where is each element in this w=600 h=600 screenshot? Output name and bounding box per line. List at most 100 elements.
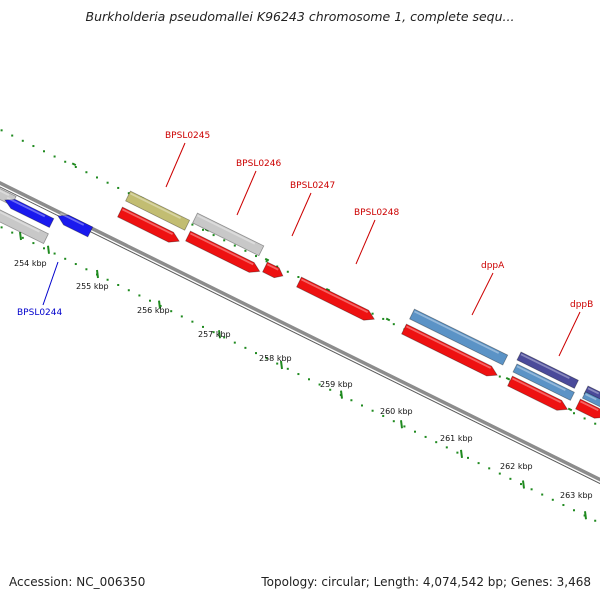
ruler-dot-inner — [286, 367, 289, 370]
gene-label-bpsl0245[interactable]: BPSL0245 — [165, 131, 210, 141]
gene-label-bpsl0247[interactable]: BPSL0247 — [290, 181, 335, 191]
feature-bpsl0245[interactable] — [117, 206, 180, 243]
backbone-line — [0, 181, 600, 482]
ruler-dot-inner — [551, 498, 554, 501]
ruler-dot-inner — [244, 346, 247, 349]
feature-bpsl0246-gray-highlight — [197, 214, 256, 245]
ruler-dot-inner — [318, 383, 321, 386]
gene-label-dppa[interactable]: dppA — [481, 261, 505, 271]
ruler-dot-outer — [371, 312, 374, 315]
ruler-dot-outer — [212, 234, 215, 237]
ruler-dot-inner — [233, 341, 236, 344]
ruler-dot-outer — [11, 134, 14, 137]
tick-label-258: 258 kbp — [259, 354, 292, 363]
tick-label-255: 255 kbp — [76, 282, 109, 291]
ruler-dot-outer — [117, 186, 120, 189]
ruler-dot-inner — [371, 409, 374, 412]
feature-bpsl0247[interactable] — [262, 261, 284, 279]
ruler-tick-outer — [505, 376, 511, 381]
ruler-tick-inner — [158, 300, 161, 309]
ruler-tick-inner — [522, 480, 525, 489]
feature-dppb-blue[interactable] — [512, 363, 575, 401]
feature-bpsl0244a[interactable] — [4, 199, 55, 229]
feature-bpsl0246[interactable] — [185, 230, 261, 273]
tick-label-259: 259 kbp — [320, 380, 353, 389]
ruler-dot-inner — [265, 357, 268, 360]
gene-label-bpsl0248[interactable]: BPSL0248 — [354, 208, 400, 218]
feature-dppb-blue-highlight — [516, 365, 566, 391]
ruler-dot-inner — [498, 472, 501, 475]
ruler-tick-inner — [584, 511, 587, 520]
ruler-dot-inner — [170, 310, 173, 313]
ruler-tick-outer — [325, 288, 331, 292]
ruler-dot-outer — [191, 223, 194, 226]
feature-dppa[interactable] — [401, 323, 498, 377]
ruler-dot-inner — [403, 425, 406, 428]
tick-label-261: 261 kbp — [440, 434, 473, 443]
ruler-dot-inner — [212, 331, 215, 334]
ruler-dot-inner — [435, 441, 438, 444]
feature-bpsl0245-olive-highlight — [130, 192, 181, 219]
feature-slate-edge-highlight — [587, 387, 600, 395]
ruler-dot-outer — [21, 139, 24, 142]
feature-bpsl0244b[interactable] — [57, 214, 94, 238]
feature-bpsl0248[interactable] — [296, 276, 375, 321]
ruler-tick-inner — [460, 449, 463, 459]
gene-label-dppb[interactable]: dppB — [570, 300, 593, 310]
gene-label-bpsl0246[interactable]: BPSL0246 — [236, 159, 282, 169]
ruler-dot-inner — [329, 388, 332, 391]
ruler-dot-outer — [202, 228, 204, 231]
gene-labels: 254 kbp 255 kbp 256 kbp 257 kbp 258 kbp 259 k… — [14, 131, 593, 500]
ruler-dot-outer — [127, 192, 130, 195]
ruler-dot-inner — [0, 226, 3, 229]
ruler-dot-inner — [445, 446, 448, 449]
ruler-dot-inner — [361, 404, 363, 407]
feature-blue-edge[interactable] — [581, 391, 600, 408]
gene-label-bpsl0244[interactable]: BPSL0244 — [17, 308, 63, 318]
ruler-dot-inner — [297, 373, 300, 376]
ruler-dot-inner — [382, 414, 385, 417]
leader-dppa — [471, 272, 494, 316]
ruler-dot-inner — [255, 352, 257, 355]
tick-label-257: 257 kbp — [198, 330, 231, 339]
tick-label-262: 262 kbp — [500, 462, 533, 471]
feature-gray-inner-highlight — [0, 211, 40, 233]
ruler-dot-inner — [350, 399, 353, 402]
feature-bpsl0245-olive[interactable] — [125, 190, 191, 231]
leader-bpsl0245 — [165, 142, 186, 188]
ruler-dot-outer — [392, 323, 395, 326]
ruler-dot-inner — [424, 435, 427, 438]
feature-bpsl0246-gray[interactable] — [192, 212, 265, 257]
feature-dppa-blue[interactable] — [409, 308, 509, 366]
leader-bpsl0246 — [236, 170, 257, 216]
feature-dppb-slate[interactable] — [516, 351, 579, 389]
ruler-dot-outer — [233, 244, 236, 247]
ruler-dot-outer — [244, 249, 247, 252]
feature-gray-outer-highlight — [0, 189, 10, 196]
ruler-tick-outer — [71, 162, 77, 167]
feature-gray-inner[interactable] — [0, 208, 49, 245]
ruler-tick-outer — [264, 257, 270, 262]
ruler-dot-inner — [520, 483, 522, 486]
ruler-tick-inner — [340, 390, 343, 399]
ruler-dot-inner — [573, 509, 575, 512]
map-title: Burkholderia pseudomallei K96243 chromos… — [85, 9, 515, 24]
ruler-dot-inner — [594, 519, 597, 522]
ruler-dot-inner — [223, 336, 226, 339]
ruler-dot-inner — [191, 320, 194, 323]
ruler-dot-inner — [202, 325, 204, 328]
ruler-dot-inner — [414, 430, 416, 433]
ruler-dot-outer — [265, 260, 268, 263]
ruler-dot-inner — [562, 504, 565, 507]
ruler-dot-inner — [276, 362, 279, 365]
ruler-dot-inner — [21, 236, 24, 239]
feature-bpsl0247-highlight — [267, 263, 279, 271]
feature-bpsl0244a-highlight — [6, 197, 46, 218]
ruler-dot-inner — [106, 278, 109, 281]
feature-dppb[interactable] — [507, 375, 569, 411]
ruler-tick-inner — [19, 231, 22, 241]
ruler-dot-inner — [138, 294, 141, 297]
tick-label-263: 263 kbp — [560, 491, 593, 500]
tick-label-254: 254 kbp — [14, 259, 47, 268]
